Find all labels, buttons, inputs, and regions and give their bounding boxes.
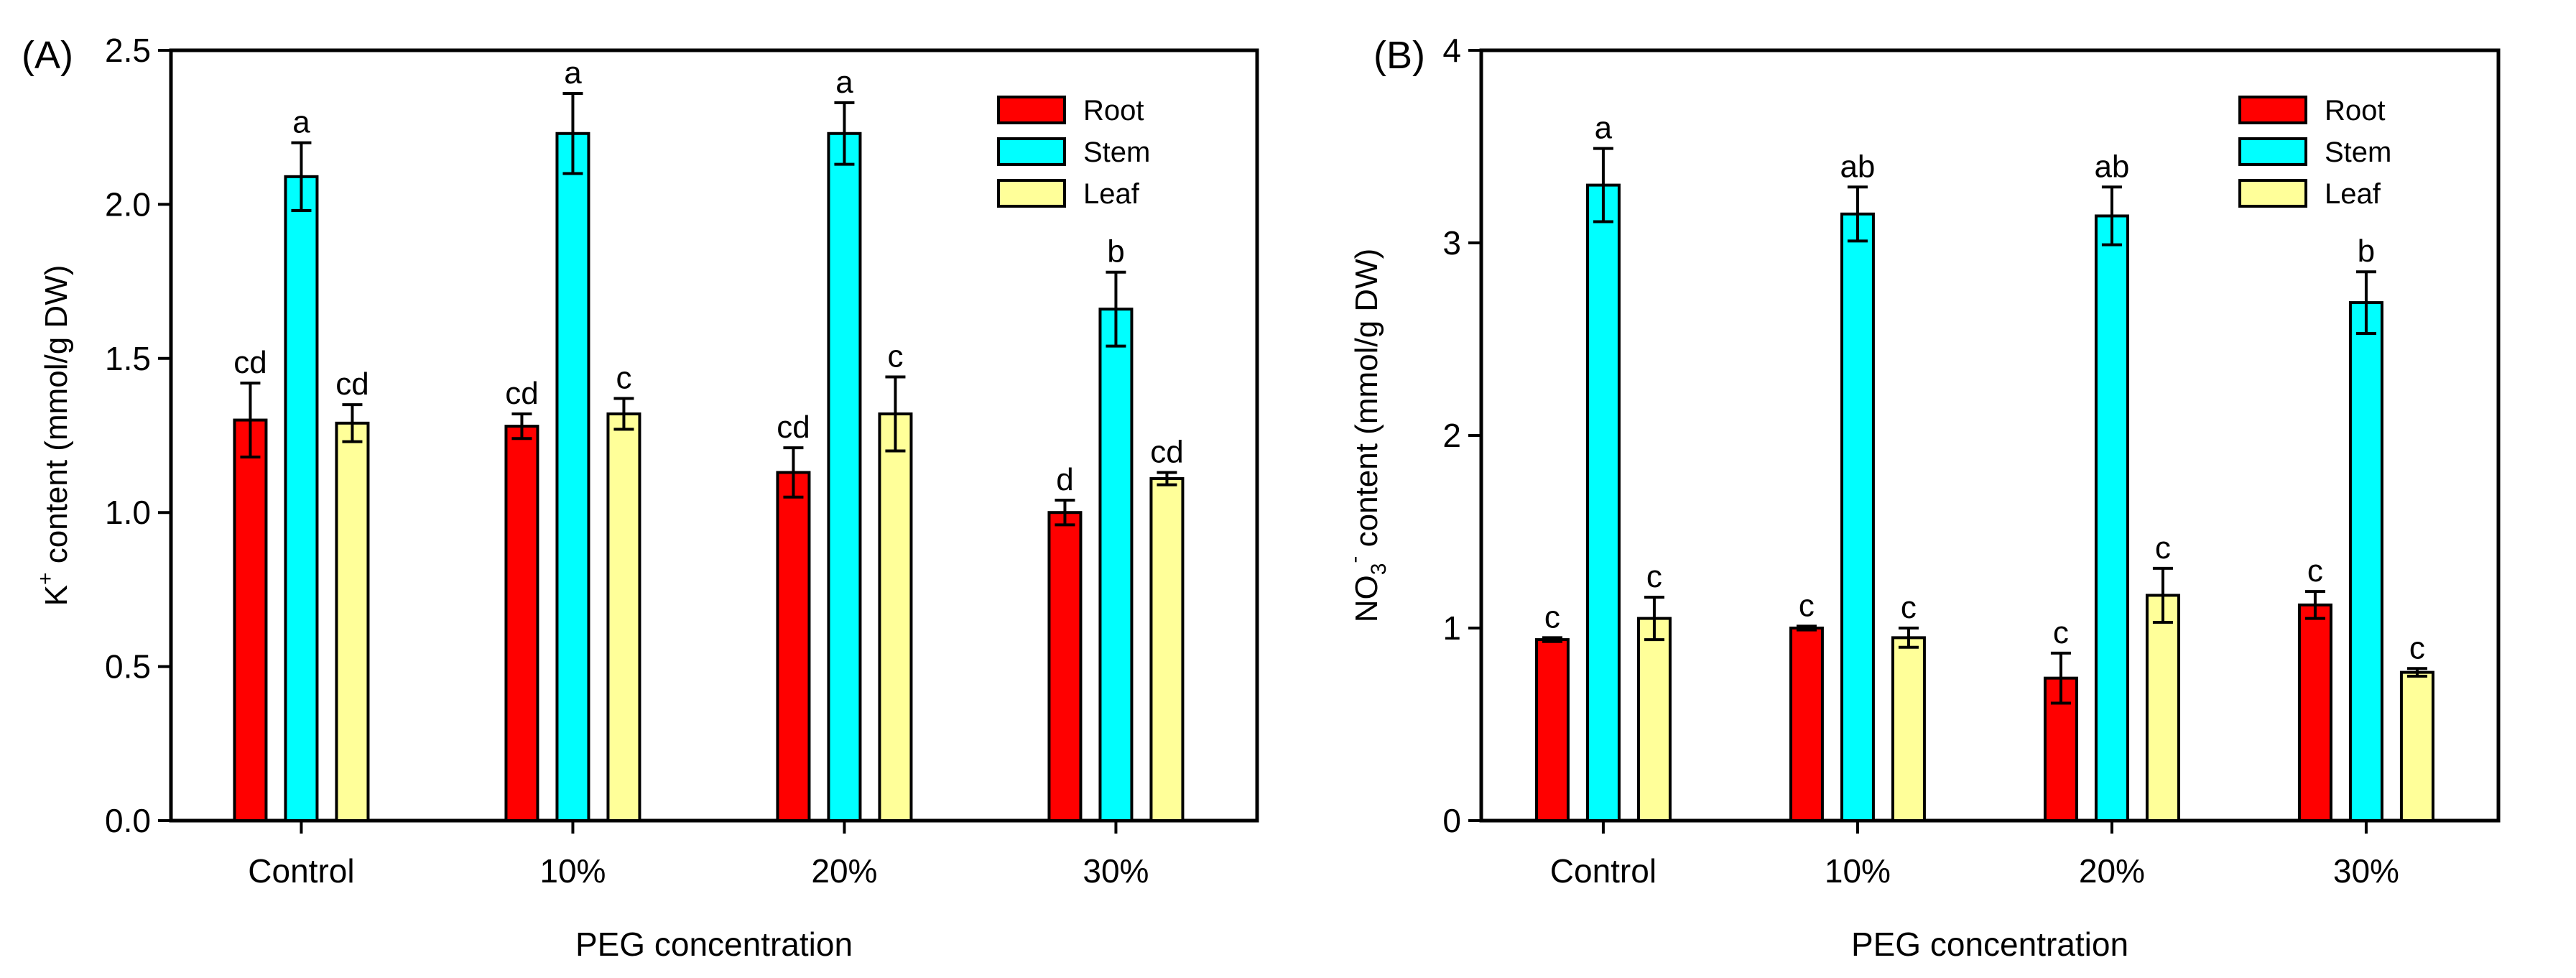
legend-label: Stem [1083,137,1150,168]
bar-leaf [2145,594,2180,822]
legend-label: Root [1083,95,1144,126]
legend-label: Root [2325,95,2386,126]
x-tick-label: 20% [811,852,877,890]
y-tick-label: 2.5 [105,32,151,69]
y-tick-label: 1 [1442,609,1461,647]
bar-leaf [335,421,370,822]
significance-letter: a [835,65,853,100]
bar-root [2297,603,2332,823]
legend-label: Stem [2325,137,2391,168]
significance-letter: cd [505,376,538,411]
significance-letter: c [2307,553,2323,589]
significance-letter: cd [1150,434,1183,469]
significance-letter: c [887,339,903,374]
legend-swatch [997,137,1066,166]
bar-stem [2348,301,2383,822]
bar-stem [1098,308,1134,822]
significance-letter: b [2358,234,2375,269]
y-label-rest: content (mmol/g DW) [1349,249,1384,556]
bar-root [233,418,268,822]
bar-stem [827,132,862,822]
legend-label: Leaf [2325,178,2381,210]
significance-letter: c [2409,630,2425,665]
x-axis-label: PEG concentration [1851,926,2128,963]
bar-leaf [1636,617,1672,822]
y-label-main: K [39,585,74,606]
y-label-rest: content (mmol/g DW) [39,265,74,573]
plot-frame [169,48,1259,823]
panel-label: (A) [22,34,73,77]
bar-root [776,471,811,822]
y-tick-label: 2.0 [105,185,151,223]
significance-letter: c [2053,615,2069,650]
legend-label: Leaf [1083,178,1140,210]
x-tick-label: 30% [2333,852,2399,890]
legend-swatch [2238,96,2307,124]
significance-letter: c [1544,599,1560,635]
y-label-sub: 3 [1367,563,1391,576]
bar-leaf [2399,670,2434,823]
significance-letter: a [292,105,310,140]
significance-letter: cd [233,345,267,380]
significance-letter: d [1056,462,1073,497]
legend-swatch [997,96,1066,124]
x-tick-label: 20% [2079,852,2145,890]
bar-leaf [1891,636,1926,823]
y-tick-label: 1.0 [105,494,151,531]
significance-letter: cd [335,366,369,402]
bar-stem [1840,212,1875,822]
bar-root [504,425,539,822]
y-tick-label: 0 [1442,802,1461,839]
y-tick-label: 0.5 [105,648,151,686]
x-axis-label: PEG concentration [575,926,853,963]
bar-root [1047,511,1083,822]
y-label-main: NO [1349,575,1384,622]
significance-letter: ab [2094,149,2129,184]
panel-label: (B) [1373,34,1425,77]
x-tick-label: Control [248,852,354,890]
x-tick-label: 10% [1825,852,1891,890]
y-label-sup: - [1343,556,1366,563]
legend-swatch [2238,179,2307,208]
bar-stem [2094,214,2129,823]
bar-leaf [1149,477,1185,822]
significance-letter: c [1901,590,1917,625]
significance-letter: a [564,55,582,91]
legend-swatch [2238,137,2307,166]
x-tick-label: 30% [1083,852,1149,890]
significance-letter: c [1646,559,1662,594]
significance-letter: b [1107,234,1124,269]
y-tick-label: 3 [1442,224,1461,262]
significance-letter: c [2155,530,2171,566]
bar-stem [1585,183,1621,823]
y-label-sup: + [34,572,57,585]
bar-stem [555,132,590,822]
panel-a: 0.0 0.5 1.0 1.5 2.0 2.5 (A) K+ content (mmol/g … [22,32,1259,963]
bar-leaf [606,412,641,822]
legend-swatch [997,179,1066,208]
y-tick-label: 1.5 [105,340,151,377]
y-tick-label: 2 [1442,417,1461,454]
y-axis-label: NO3- content (mmol/g DW) [1343,249,1391,623]
bar-root [2043,676,2078,822]
bar-root [1789,627,1824,822]
y-tick-label: 4 [1442,32,1461,69]
significance-letter: ab [1840,149,1875,184]
bar-leaf [878,412,913,822]
bar-root [1534,638,1570,823]
y-tick-label: 0.0 [105,802,151,839]
significance-letter: a [1595,111,1613,146]
x-tick-label: 10% [539,852,606,890]
significance-letter: c [1799,588,1815,623]
significance-letter: cd [777,410,810,445]
bar-stem [284,175,319,823]
significance-letter: c [616,361,631,396]
y-axis-label: K+ content (mmol/g DW) [34,265,74,606]
x-tick-label: Control [1550,852,1657,890]
